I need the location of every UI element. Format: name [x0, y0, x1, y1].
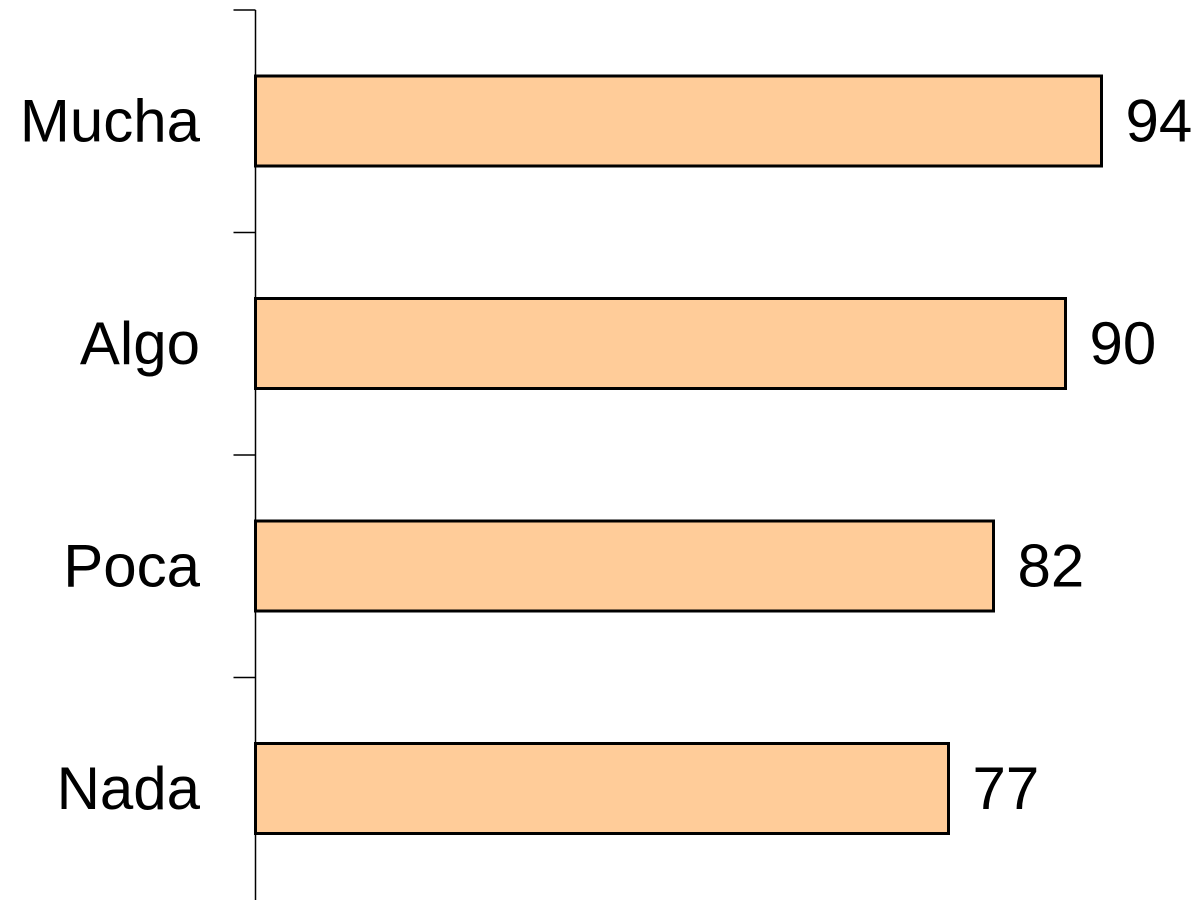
value-label-nada: 77 — [973, 755, 1040, 822]
value-label-algo: 90 — [1090, 310, 1157, 377]
value-label-mucha: 94 — [1126, 88, 1193, 155]
category-label-mucha: Mucha — [20, 88, 201, 155]
category-label-nada: Nada — [57, 755, 201, 822]
category-label-poca: Poca — [63, 533, 200, 600]
bars — [254, 74, 1103, 835]
bar-nada — [254, 742, 950, 835]
bar-mucha — [254, 74, 1103, 168]
category-labels: Mucha Algo Poca Nada — [20, 88, 201, 823]
category-axis — [233, 9, 257, 900]
bar-algo — [254, 297, 1067, 390]
bar-poca — [254, 519, 995, 613]
value-labels: 94 90 82 77 — [973, 88, 1193, 823]
category-label-algo: Algo — [80, 310, 200, 377]
value-label-poca: 82 — [1018, 533, 1085, 600]
